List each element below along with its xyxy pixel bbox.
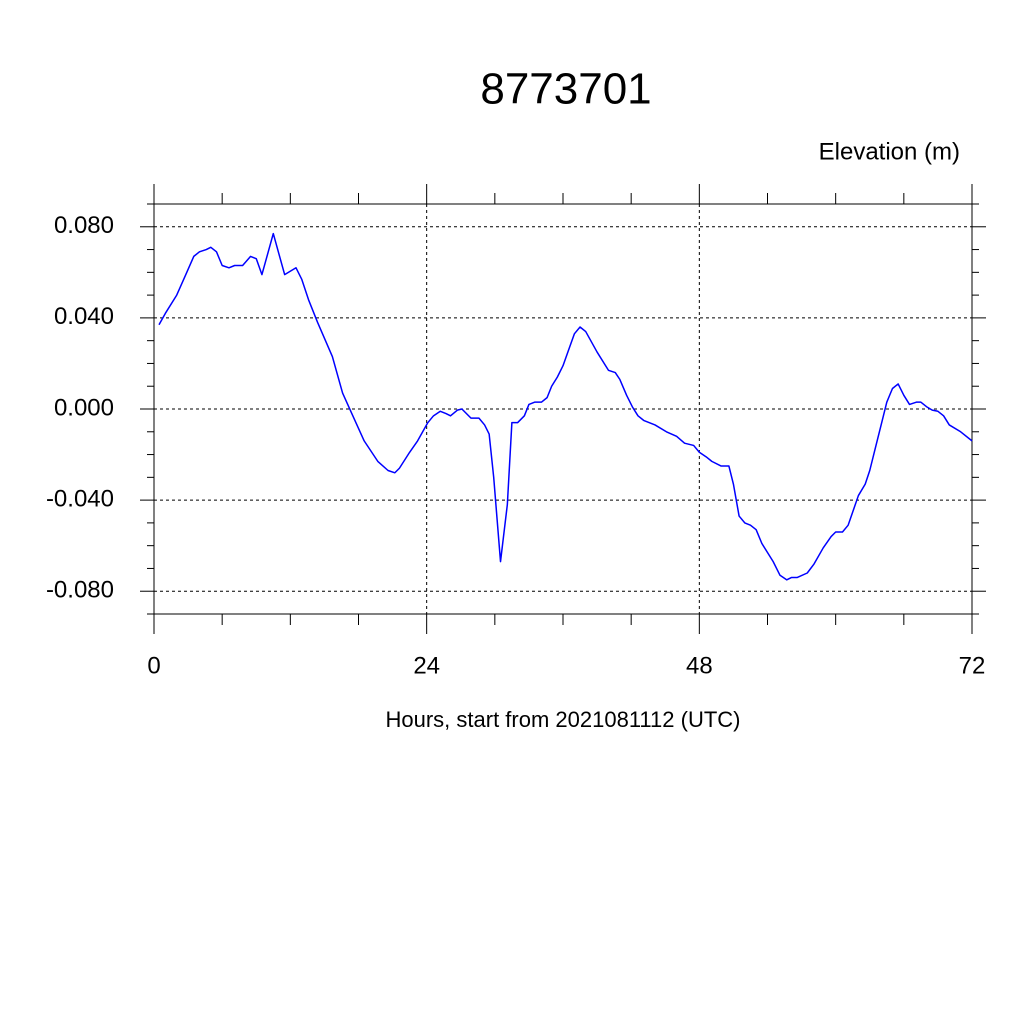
y-tick-label: -0.040: [46, 485, 114, 512]
x-tick-label: 0: [147, 652, 160, 679]
y-tick-label: 0.040: [54, 303, 114, 330]
x-tick-label: 24: [413, 652, 440, 679]
y-tick-label: 0.080: [54, 212, 114, 239]
chart-title: 8773701: [480, 65, 651, 114]
x-tick-label: 48: [686, 652, 713, 679]
chart-subtitle: Elevation (m): [819, 138, 960, 165]
y-tick-label: -0.080: [46, 577, 114, 604]
y-tick-label: 0.000: [54, 394, 114, 421]
x-axis-label: Hours, start from 2021081112 (UTC): [386, 707, 741, 732]
data-line: [158, 232, 973, 581]
x-tick-label: 72: [959, 652, 986, 679]
